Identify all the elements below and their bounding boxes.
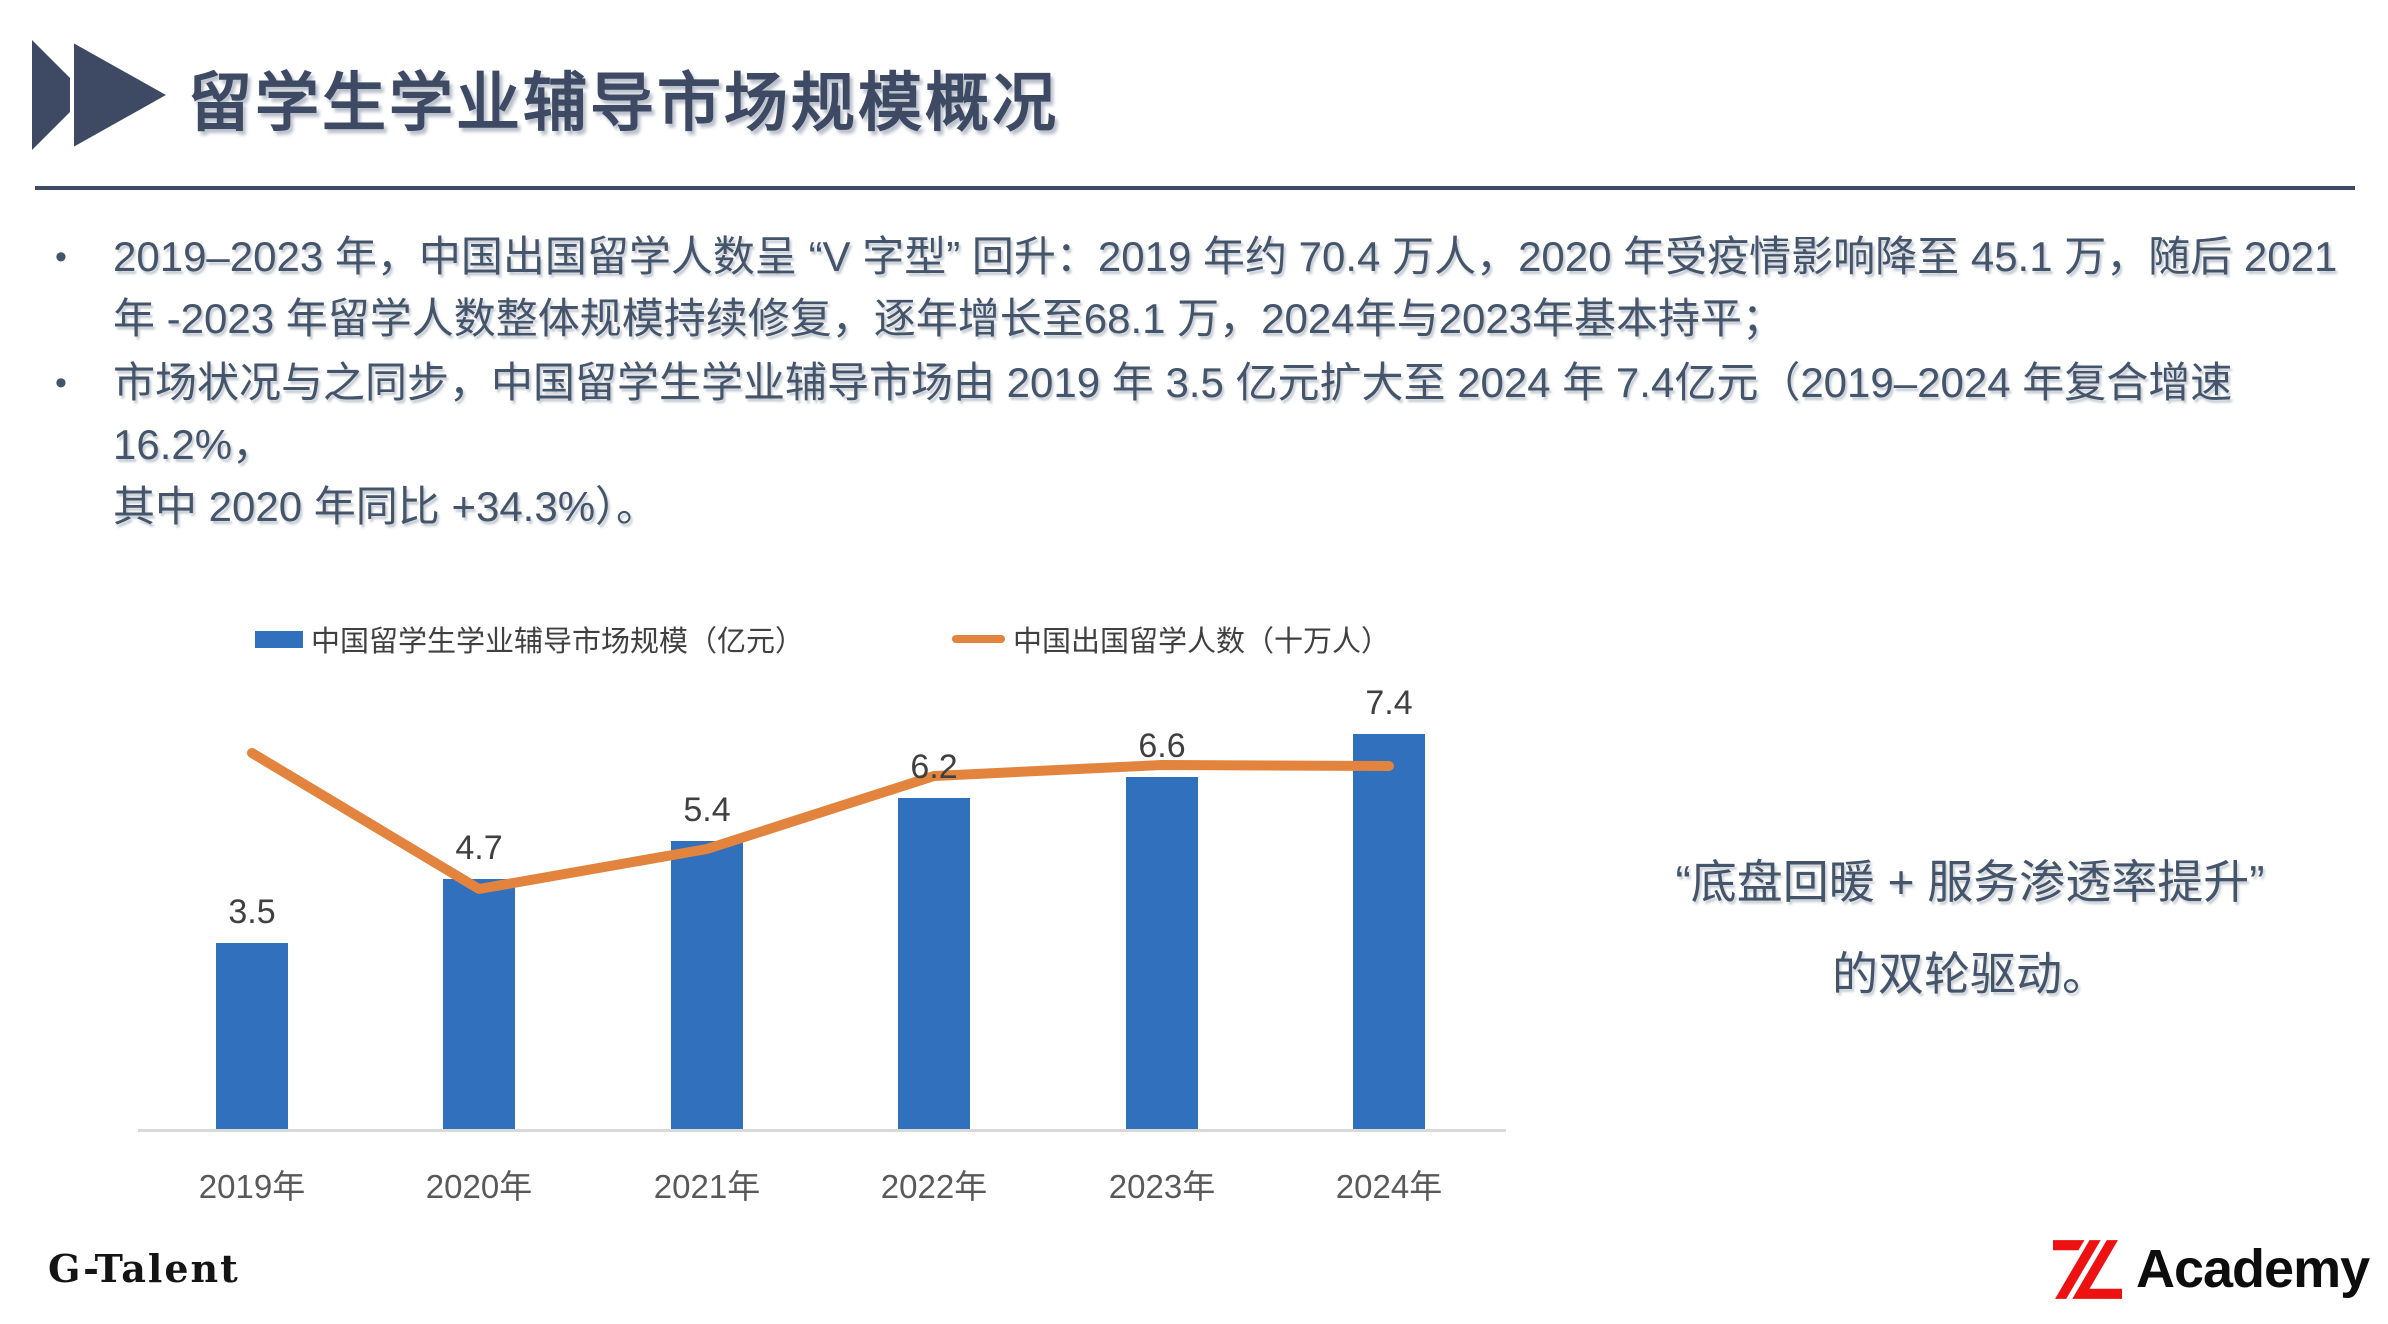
bar-series-swatch <box>255 630 303 648</box>
x-axis-label: 2023年 <box>1108 1168 1216 1205</box>
bar-value-label: 5.4 <box>683 791 731 829</box>
quote-line-2: 的双轮驱动。 <box>1832 948 2108 1000</box>
quote-line-1: “底盘回暖 + 服务渗透率提升” <box>1675 856 2265 908</box>
bar-2020年 <box>443 879 515 1131</box>
legend-item-line-series: 中国出国留学人数（十万人） <box>952 622 1390 658</box>
bullet-item-2: • 市场状况与之同步，中国留学生学业辅导市场由 2019 年 3.5 亿元扩大至… <box>55 352 2345 538</box>
bullet-text-1: 2019–2023 年，中国出国留学人数呈 “V 字型” 回升：2019 年约 … <box>113 233 2338 342</box>
g-talent-logo: G-Talent <box>48 1246 240 1291</box>
bar-series-label: 中国留学生学业辅导市场规模（亿元） <box>311 626 805 658</box>
academy-logo-z-icon <box>2053 1239 2122 1299</box>
page-title: 留学生学业辅导市场规模概况 <box>188 67 1059 139</box>
x-axis-label: 2022年 <box>880 1168 988 1205</box>
academy-logo: Academy <box>2053 1238 2370 1300</box>
bullet-list: • 2019–2023 年，中国出国留学人数呈 “V 字型” 回升：2019 年… <box>55 226 2345 540</box>
x-axis-label: 2021年 <box>653 1168 761 1205</box>
x-axis-label: 2020年 <box>425 1168 533 1205</box>
bullet-item-1: • 2019–2023 年，中国出国留学人数呈 “V 字型” 回升：2019 年… <box>55 226 2345 350</box>
bar-value-label: 7.4 <box>1365 684 1413 722</box>
line-series-swatch <box>952 635 1005 643</box>
bar-value-label: 6.6 <box>1138 727 1186 765</box>
x-axis-label: 2019年 <box>198 1168 306 1205</box>
bar-2019年 <box>216 943 288 1131</box>
bar-value-label: 3.5 <box>228 893 276 931</box>
academy-logo-text: Academy <box>2136 1239 2370 1299</box>
bar-value-label: 4.7 <box>455 829 503 867</box>
title-divider <box>35 186 2355 190</box>
insight-quote: “底盘回暖 + 服务渗透率提升” 的双轮驱动。 <box>1555 836 2385 1020</box>
bullet-marker: • <box>55 364 67 402</box>
x-axis-label: 2024年 <box>1335 1168 1443 1205</box>
bullet-text-2: 市场状况与之同步，中国留学生学业辅导市场由 2019 年 3.5 亿元扩大至 2… <box>113 359 2233 530</box>
legend-item-bar-series: 中国留学生学业辅导市场规模（亿元） <box>255 622 804 658</box>
bar-2022年 <box>898 798 970 1131</box>
bar-2024年 <box>1353 734 1425 1131</box>
line-series-label: 中国出国留学人数（十万人） <box>1013 626 1391 658</box>
bar-value-label: 6.2 <box>910 748 958 786</box>
x-axis-line <box>138 1129 1506 1132</box>
bar-2023年 <box>1126 777 1198 1131</box>
bullet-marker: • <box>55 238 67 276</box>
bar-2021年 <box>671 841 743 1131</box>
double-arrow-icon <box>32 38 172 154</box>
